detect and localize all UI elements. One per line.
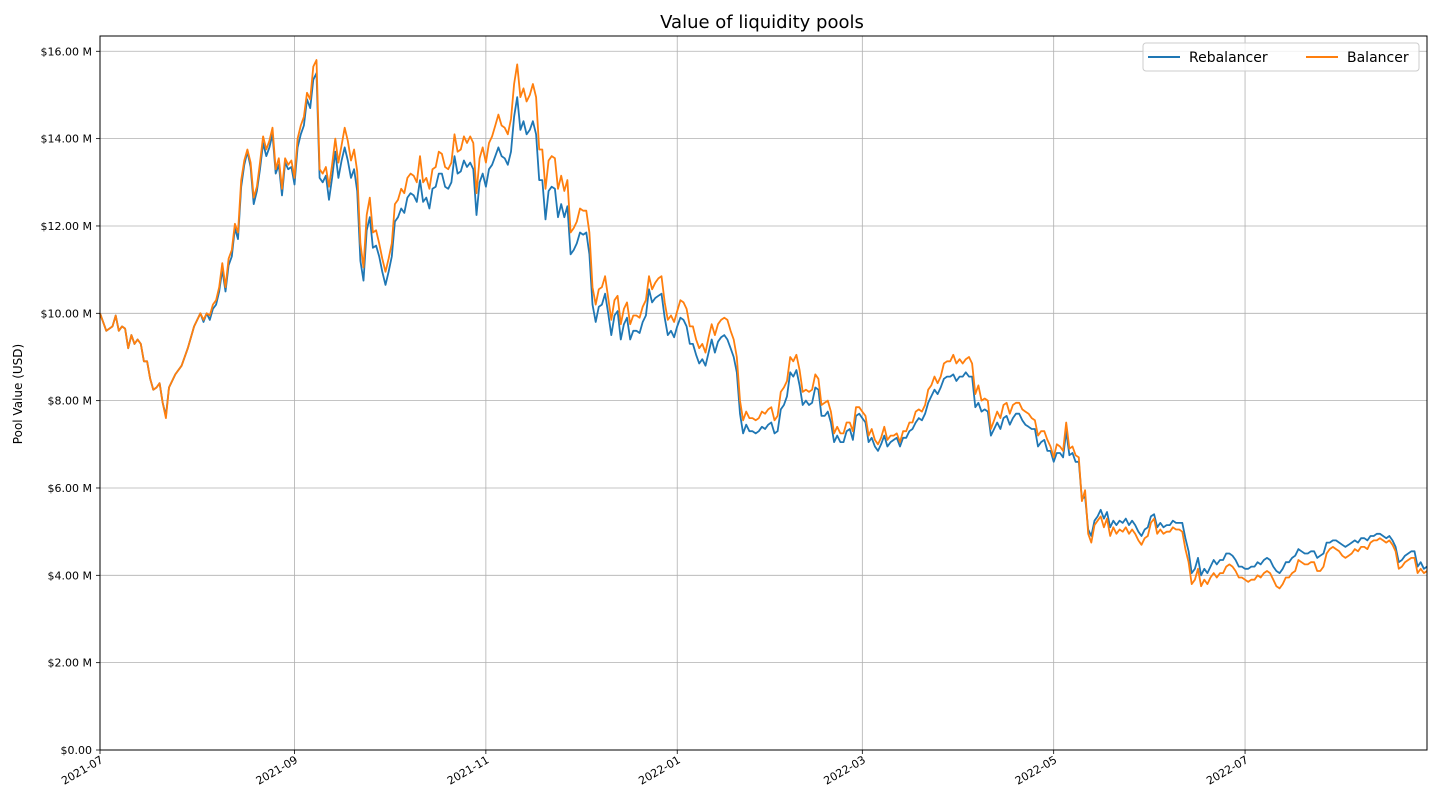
legend-box: [1142, 42, 1420, 72]
y-tick-label: $8.00 M: [48, 395, 92, 408]
plot-frame: [99, 35, 1428, 751]
legend: Rebalancer Balancer: [1142, 42, 1420, 72]
grid-lines: [99, 36, 1427, 751]
y-tick-label: $14.00 M: [41, 133, 92, 146]
chart-title: Value of liquidity pools: [660, 12, 864, 33]
series-lines: [99, 59, 1428, 590]
y-tick-label: $4.00 M: [48, 569, 92, 582]
y-axis-ticks: $0.00 $2.00 M $4.00 M $6.00 M $8.00 M $10.00 …: [41, 45, 100, 757]
y-axis-label: Pool Value (USD): [11, 344, 25, 444]
series-line-rebalancer: [99, 72, 1428, 577]
y-tick-label: $16.00 M: [41, 45, 92, 58]
y-tick-label: $10.00 M: [41, 307, 92, 320]
legend-label-rebalancer: Rebalancer: [1189, 50, 1268, 66]
y-tick-label: $6.00 M: [48, 482, 92, 495]
y-tick-label: $0.00: [61, 744, 93, 757]
y-tick-label: $2.00 M: [48, 657, 92, 670]
legend-label-balancer: Balancer: [1347, 50, 1409, 66]
series-line-balancer: [99, 59, 1428, 590]
y-tick-label: $12.00 M: [41, 220, 92, 233]
